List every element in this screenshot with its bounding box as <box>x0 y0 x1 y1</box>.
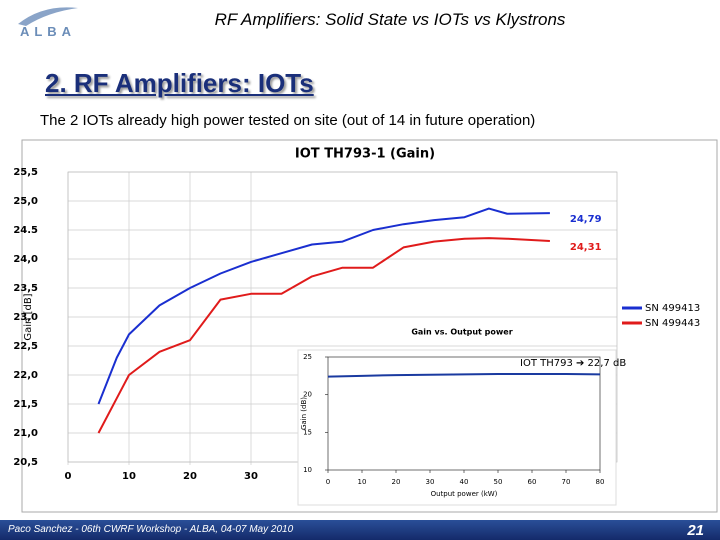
x-tick-label: 30 <box>244 471 258 482</box>
y-tick-label: 25 <box>303 353 312 361</box>
x-tick-label: 10 <box>358 478 367 486</box>
y-tick-label: 21,5 <box>13 399 38 410</box>
header: RF Amplifiers: Solid State vs IOTs vs Kl… <box>214 10 566 29</box>
y-tick-label: 21,0 <box>13 428 38 439</box>
legend-label: SN 499443 <box>645 318 700 329</box>
footer: Paco Sanchez - 06th CWRF Workshop - ALBA… <box>8 524 294 535</box>
x-tick-label: 10 <box>122 471 136 482</box>
x-tick-label: 40 <box>460 478 469 486</box>
annotation: IOT TH793 ➔ 22,7 dB <box>520 358 626 369</box>
y-tick-label: 10 <box>303 466 312 474</box>
x-tick-label: 20 <box>183 471 197 482</box>
chart-title: Gain vs. Output power <box>411 328 512 337</box>
series-line <box>327 372 601 378</box>
y-tick-label: 25,5 <box>13 167 38 178</box>
y-axis-label: Gain (dB) <box>300 397 308 430</box>
y-tick-label: 23,5 <box>13 283 38 294</box>
series-line <box>97 237 550 434</box>
x-tick-label: 0 <box>326 478 330 486</box>
footer-bar <box>0 520 720 540</box>
y-tick-label: 20 <box>303 391 312 399</box>
y-tick-label: 24.5 <box>13 225 38 236</box>
series-line <box>97 207 550 405</box>
x-tick-label: 20 <box>392 478 401 486</box>
data-label: 24,79 <box>570 214 602 225</box>
y-tick-label: 22,0 <box>13 370 38 381</box>
inset-frame <box>297 349 617 506</box>
y-tick-label: 15 <box>303 428 312 436</box>
logo: ALBA <box>19 24 77 39</box>
chart-title: IOT TH793-1 (Gain) <box>295 147 435 162</box>
y-tick-label: 25,0 <box>13 196 38 207</box>
data-label: 24,31 <box>570 242 602 253</box>
y-tick-label: 24,0 <box>13 254 38 265</box>
x-tick-label: 60 <box>528 478 537 486</box>
y-tick-label: 23,0 <box>13 312 38 323</box>
y-tick-label: 22,5 <box>13 341 38 352</box>
y-axis-label: Gain [dB] <box>23 293 34 340</box>
chart-0: IOT TH793-1 (Gain) 20,5 21,0 21,5 22,0 22,5 23… <box>13 147 700 483</box>
logo-mark <box>18 7 78 26</box>
slide-title: 2. RF Amplifiers: IOTs <box>45 68 314 98</box>
page-number: 21 <box>687 522 704 539</box>
legend-label: SN 499413 <box>645 303 700 314</box>
chart-1: Gain vs. Output power 10 15 20 25 0 10 20 30 40 50… <box>297 328 626 506</box>
x-tick-label: 80 <box>596 478 605 486</box>
x-tick-label: 0 <box>65 471 72 482</box>
x-tick-label: 70 <box>562 478 571 486</box>
x-axis-label: Output power (kW) <box>431 490 498 498</box>
subtitle: The 2 IOTs already high power tested on … <box>40 112 536 129</box>
y-tick-label: 20,5 <box>13 457 38 468</box>
x-tick-label: 30 <box>426 478 435 486</box>
plot-area <box>327 356 601 471</box>
x-tick-label: 50 <box>494 478 503 486</box>
